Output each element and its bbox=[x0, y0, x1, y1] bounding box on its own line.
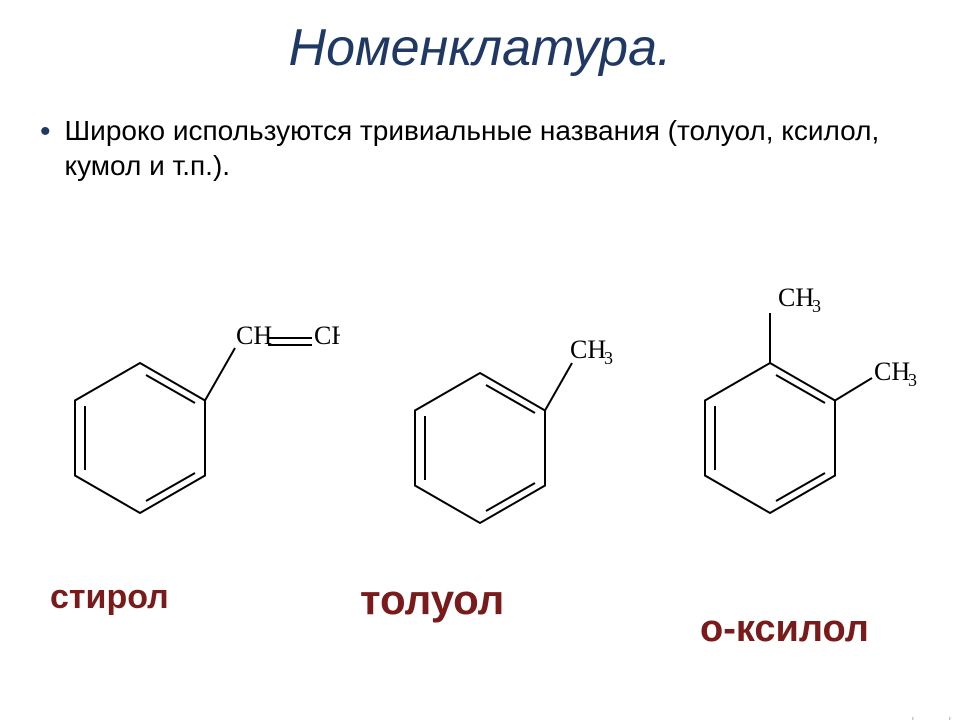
watermark: myshared bbox=[882, 715, 952, 720]
svg-text:CH: CH bbox=[874, 357, 910, 386]
bullet-text: Широко используются тривиальные названия… bbox=[65, 113, 920, 183]
page-title: Номенклатура. bbox=[0, 18, 960, 78]
bullet-line: • Широко используются тривиальные назван… bbox=[40, 113, 920, 183]
toluene-svg: CH 3 bbox=[360, 288, 620, 558]
svg-text:CH: CH bbox=[778, 283, 814, 312]
watermark-part1: my bbox=[882, 715, 903, 720]
bullet-block: • Широко используются тривиальные назван… bbox=[40, 113, 920, 183]
molecule-toluene: CH 3 bbox=[360, 288, 620, 563]
svg-text:CH: CH bbox=[314, 321, 340, 350]
oxylene-ch3-top-label: CH bbox=[778, 283, 814, 312]
styrene-svg: CH CH 2 bbox=[20, 278, 340, 558]
styrene-ch-label: CH bbox=[236, 321, 272, 350]
caption-toluene: толуол bbox=[360, 576, 504, 624]
molecule-oxylene: CH 3 CH 3 bbox=[660, 258, 950, 573]
molecule-styrene: CH CH 2 bbox=[20, 278, 340, 563]
oxylene-svg: CH 3 CH 3 bbox=[660, 258, 950, 568]
oxylene-sub3-top: 3 bbox=[812, 296, 821, 316]
toluene-sub3: 3 bbox=[604, 348, 613, 368]
styrene-ch2-label: CH bbox=[314, 321, 340, 350]
toluene-ch3-label: CH bbox=[570, 335, 606, 364]
oxylene-sub3-right: 3 bbox=[908, 370, 917, 390]
caption-styrene: стирол bbox=[50, 578, 169, 617]
caption-oxylene: о-ксилол bbox=[700, 608, 869, 651]
svg-text:CH: CH bbox=[570, 335, 606, 364]
watermark-part2: shared bbox=[903, 715, 952, 720]
oxylene-ch3-right-label: CH bbox=[874, 357, 910, 386]
molecules-area: CH CH 2 стирол CH 3 толуол bbox=[0, 278, 960, 638]
svg-text:CH: CH bbox=[236, 321, 272, 350]
bullet-dot-icon: • bbox=[40, 117, 51, 147]
